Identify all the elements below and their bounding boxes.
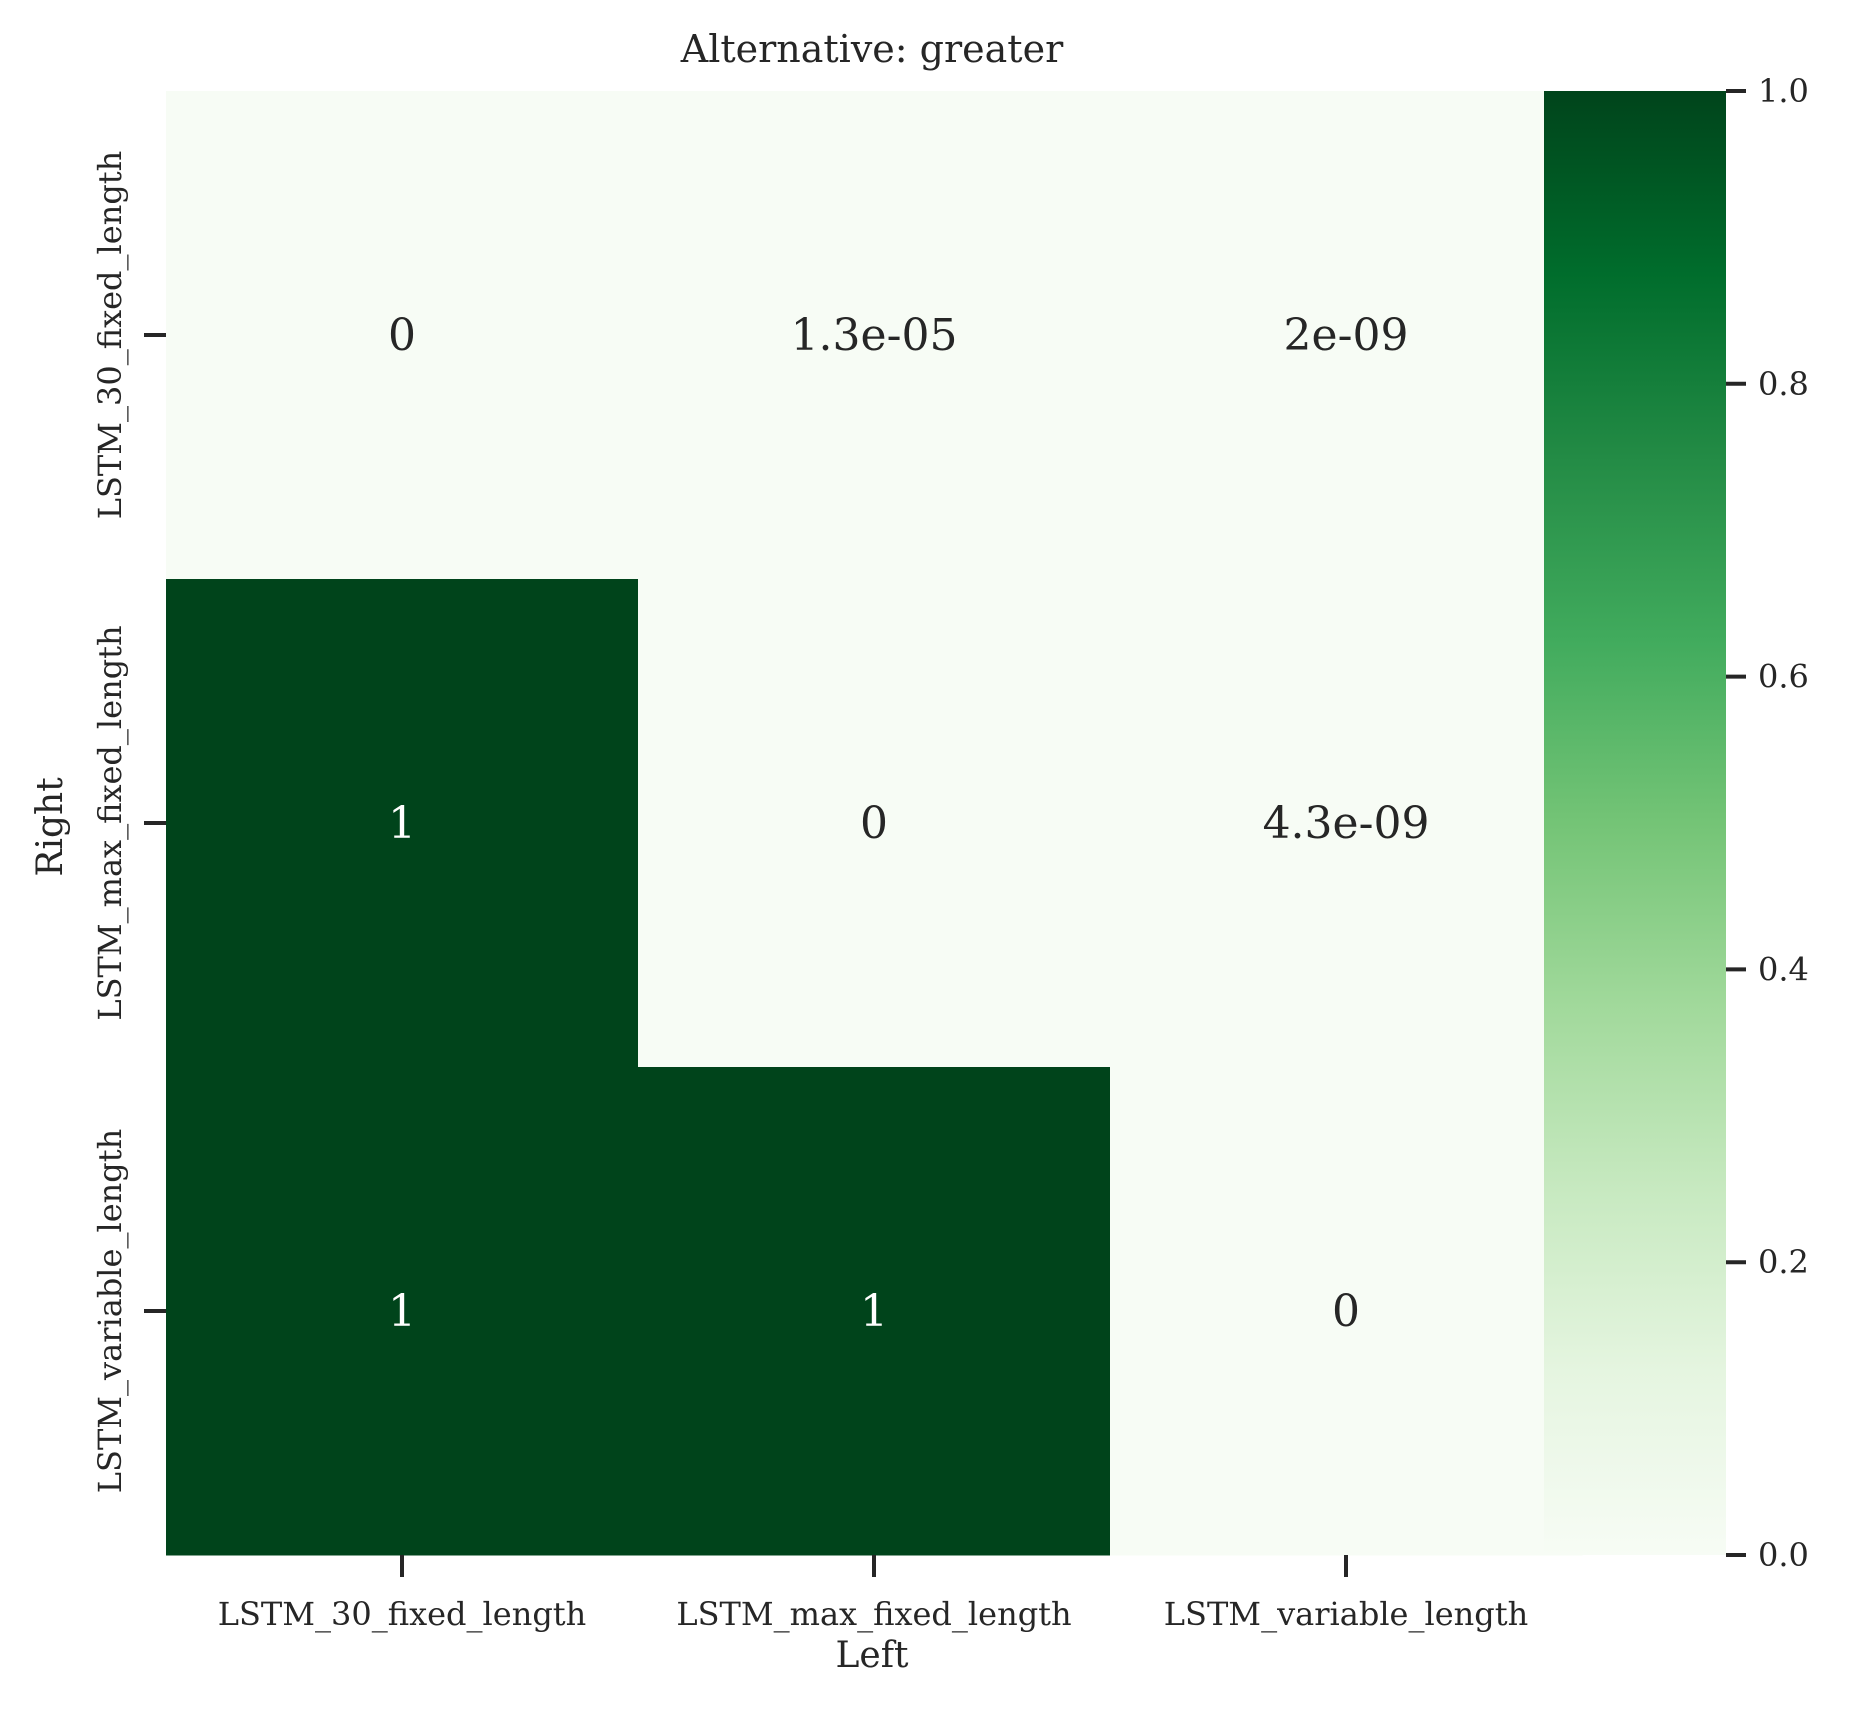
cell-value-label-r1-c0: 1: [388, 798, 416, 849]
heatmap-cell-r2-c2: [1110, 1067, 1583, 1556]
x-axis-label: Left: [835, 1635, 909, 1676]
x-tick-label-1: LSTM_max_fixed_length: [676, 1595, 1071, 1633]
heatmap-cell-labels: 0 1.3e-05 2e-09 1 0 4.3e-09 1 1 0: [388, 310, 1429, 1337]
cell-value-label-r0-c0: 0: [388, 310, 416, 361]
colorbar-tick-label-3: 0.6: [1758, 658, 1809, 696]
cell-value-label-r0-c1: 1.3e-05: [791, 310, 958, 361]
cell-value-label-r2-c0: 1: [388, 1286, 416, 1337]
colorbar-tick-label-2: 0.4: [1758, 950, 1809, 988]
heatmap-cell-r2-c0: [166, 1067, 639, 1556]
heatmap-cell-r0-c0: [166, 91, 639, 580]
chart-title: Alternative: greater: [680, 27, 1064, 71]
colorbar-tick-label-1: 0.2: [1758, 1243, 1809, 1281]
y-axis-label: Right: [30, 777, 71, 877]
heatmap-cell-r0-c1: [638, 91, 1111, 580]
colorbar-tick-label-5: 1.0: [1758, 72, 1809, 110]
y-tick-label-2: LSTM_variable_length: [91, 1129, 129, 1493]
heatmap-cell-r1-c1: [638, 579, 1111, 1068]
cell-value-label-r2-c2: 0: [1332, 1286, 1360, 1337]
y-axis-ticks: LSTM_30_fixed_length LSTM_max_fixed_lengt…: [91, 151, 166, 1493]
cell-value-label-r2-c1: 1: [860, 1286, 888, 1337]
x-axis-ticks: LSTM_30_fixed_length LSTM_max_fixed_lengt…: [218, 1555, 1528, 1633]
heatmap-cell-r1-c2: [1110, 579, 1583, 1068]
heatmap-cell-r2-c1: [638, 1067, 1111, 1556]
x-tick-label-0: LSTM_30_fixed_length: [218, 1595, 587, 1633]
colorbar-tick-label-4: 0.8: [1758, 365, 1809, 403]
y-tick-label-1: LSTM_max_fixed_length: [91, 625, 129, 1020]
y-tick-label-0: LSTM_30_fixed_length: [91, 151, 129, 520]
cell-value-label-r0-c2: 2e-09: [1284, 310, 1409, 361]
cell-value-label-r1-c2: 4.3e-09: [1263, 798, 1430, 849]
x-tick-label-2: LSTM_variable_length: [1164, 1595, 1528, 1633]
colorbar-tick-label-0: 0.0: [1758, 1536, 1809, 1574]
heatmap-cells: [166, 91, 1583, 1556]
cell-value-label-r1-c1: 0: [860, 798, 888, 849]
colorbar-ticks: 0.0 0.2 0.4 0.6 0.8 1.0: [1726, 72, 1809, 1574]
heatmap-cell-r0-c2: [1110, 91, 1583, 580]
heatmap-cell-r1-c0: [166, 579, 639, 1068]
colorbar: [1544, 91, 1726, 1555]
